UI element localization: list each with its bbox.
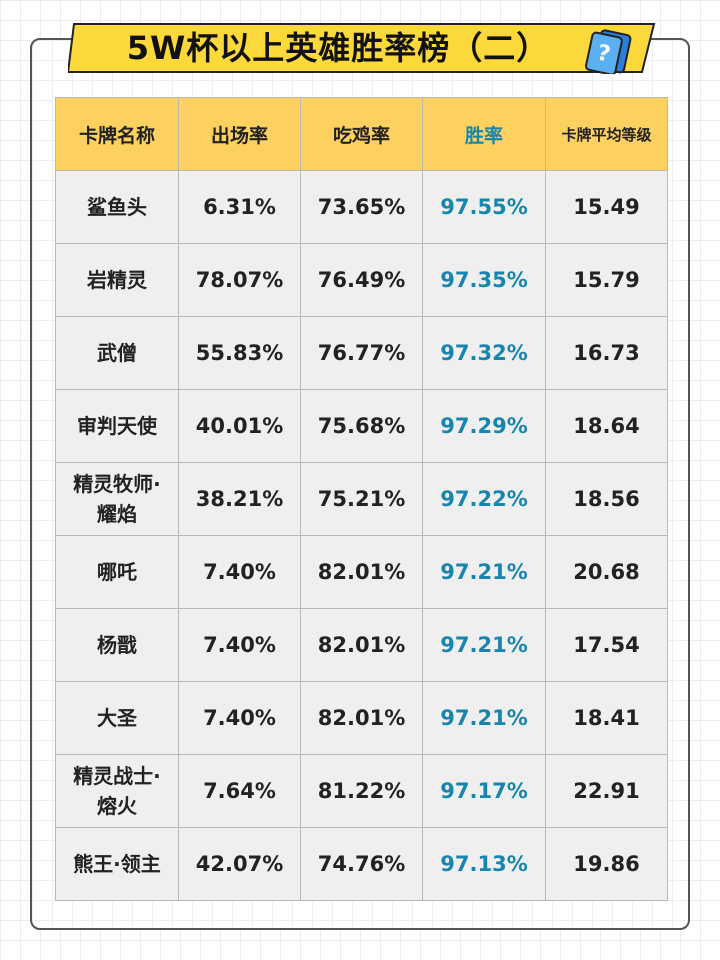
- cell: 76.77%: [300, 316, 423, 390]
- cell: 97.29%: [422, 389, 546, 463]
- table-row: 哪吒 7.40% 82.01% 97.21% 20.68: [55, 535, 668, 609]
- cell: 7.40%: [178, 608, 301, 682]
- cell: 18.64: [545, 389, 668, 463]
- card-name: 岩精灵: [55, 243, 179, 317]
- title: 5W杯以上英雄胜率榜（二）: [126, 29, 550, 67]
- cell: 73.65%: [300, 170, 423, 244]
- cell: 38.21%: [178, 462, 301, 536]
- cell: 97.17%: [422, 754, 546, 828]
- cell: 75.21%: [300, 462, 423, 536]
- ranking-table: 卡牌名称 出场率 吃鸡率 胜率 卡牌平均等级 鲨鱼头 6.31% 73.65% 97.55% 15…: [55, 97, 668, 901]
- card-name: 精灵牧师·耀焰: [55, 462, 179, 536]
- table-row: 鲨鱼头 6.31% 73.65% 97.55% 15.49: [55, 170, 668, 244]
- svg-text:?: ?: [595, 41, 613, 68]
- cell: 18.41: [545, 681, 668, 755]
- cell: 15.79: [545, 243, 668, 317]
- cell: 97.21%: [422, 608, 546, 682]
- cell: 20.68: [545, 535, 668, 609]
- column-header: 胜率: [422, 97, 546, 171]
- card-name: 武僧: [55, 316, 179, 390]
- table-row: 精灵战士·熔火 7.64% 81.22% 97.17% 22.91: [55, 754, 668, 828]
- cell: 97.32%: [422, 316, 546, 390]
- card-name: 审判天使: [55, 389, 179, 463]
- cell: 17.54: [545, 608, 668, 682]
- card-name: 鲨鱼头: [55, 170, 179, 244]
- cell: 97.35%: [422, 243, 546, 317]
- table-row: 岩精灵 78.07% 76.49% 97.35% 15.79: [55, 243, 668, 317]
- cell: 97.13%: [422, 827, 546, 901]
- cell: 7.64%: [178, 754, 301, 828]
- column-header: 吃鸡率: [300, 97, 423, 171]
- cell: 7.40%: [178, 681, 301, 755]
- column-header: 卡牌名称: [55, 97, 179, 171]
- column-header: 出场率: [178, 97, 301, 171]
- cell: 81.22%: [300, 754, 423, 828]
- cell: 55.83%: [178, 316, 301, 390]
- cell: 97.21%: [422, 535, 546, 609]
- column-header: 卡牌平均等级: [545, 97, 668, 171]
- cell: 97.21%: [422, 681, 546, 755]
- cell: 7.40%: [178, 535, 301, 609]
- table-row: 熊王·领主 42.07% 74.76% 97.13% 19.86: [55, 827, 668, 901]
- cell: 40.01%: [178, 389, 301, 463]
- banner: ?: [68, 23, 656, 74]
- cell: 75.68%: [300, 389, 423, 463]
- header-row: 卡牌名称 出场率 吃鸡率 胜率 卡牌平均等级: [55, 97, 668, 171]
- card-name: 哪吒: [55, 535, 179, 609]
- table-row: 杨戬 7.40% 82.01% 97.21% 17.54: [55, 608, 668, 682]
- cell: 42.07%: [178, 827, 301, 901]
- cell: 15.49: [545, 170, 668, 244]
- table-row: 武僧 55.83% 76.77% 97.32% 16.73: [55, 316, 668, 390]
- cell: 74.76%: [300, 827, 423, 901]
- cell: 19.86: [545, 827, 668, 901]
- cell: 22.91: [545, 754, 668, 828]
- cell: 18.56: [545, 462, 668, 536]
- cell: 76.49%: [300, 243, 423, 317]
- cell: 82.01%: [300, 681, 423, 755]
- cell: 97.55%: [422, 170, 546, 244]
- cell: 78.07%: [178, 243, 301, 317]
- table-row: 审判天使 40.01% 75.68% 97.29% 18.64: [55, 389, 668, 463]
- table-row: 精灵牧师·耀焰 38.21% 75.21% 97.22% 18.56: [55, 462, 668, 536]
- card-name: 杨戬: [55, 608, 179, 682]
- cell: 6.31%: [178, 170, 301, 244]
- card-name: 大圣: [55, 681, 179, 755]
- card-name: 熊王·领主: [55, 827, 179, 901]
- cell: 82.01%: [300, 608, 423, 682]
- table-row: 大圣 7.40% 82.01% 97.21% 18.41: [55, 681, 668, 755]
- cell: 16.73: [545, 316, 668, 390]
- cell: 97.22%: [422, 462, 546, 536]
- card-name: 精灵战士·熔火: [55, 754, 179, 828]
- cell: 82.01%: [300, 535, 423, 609]
